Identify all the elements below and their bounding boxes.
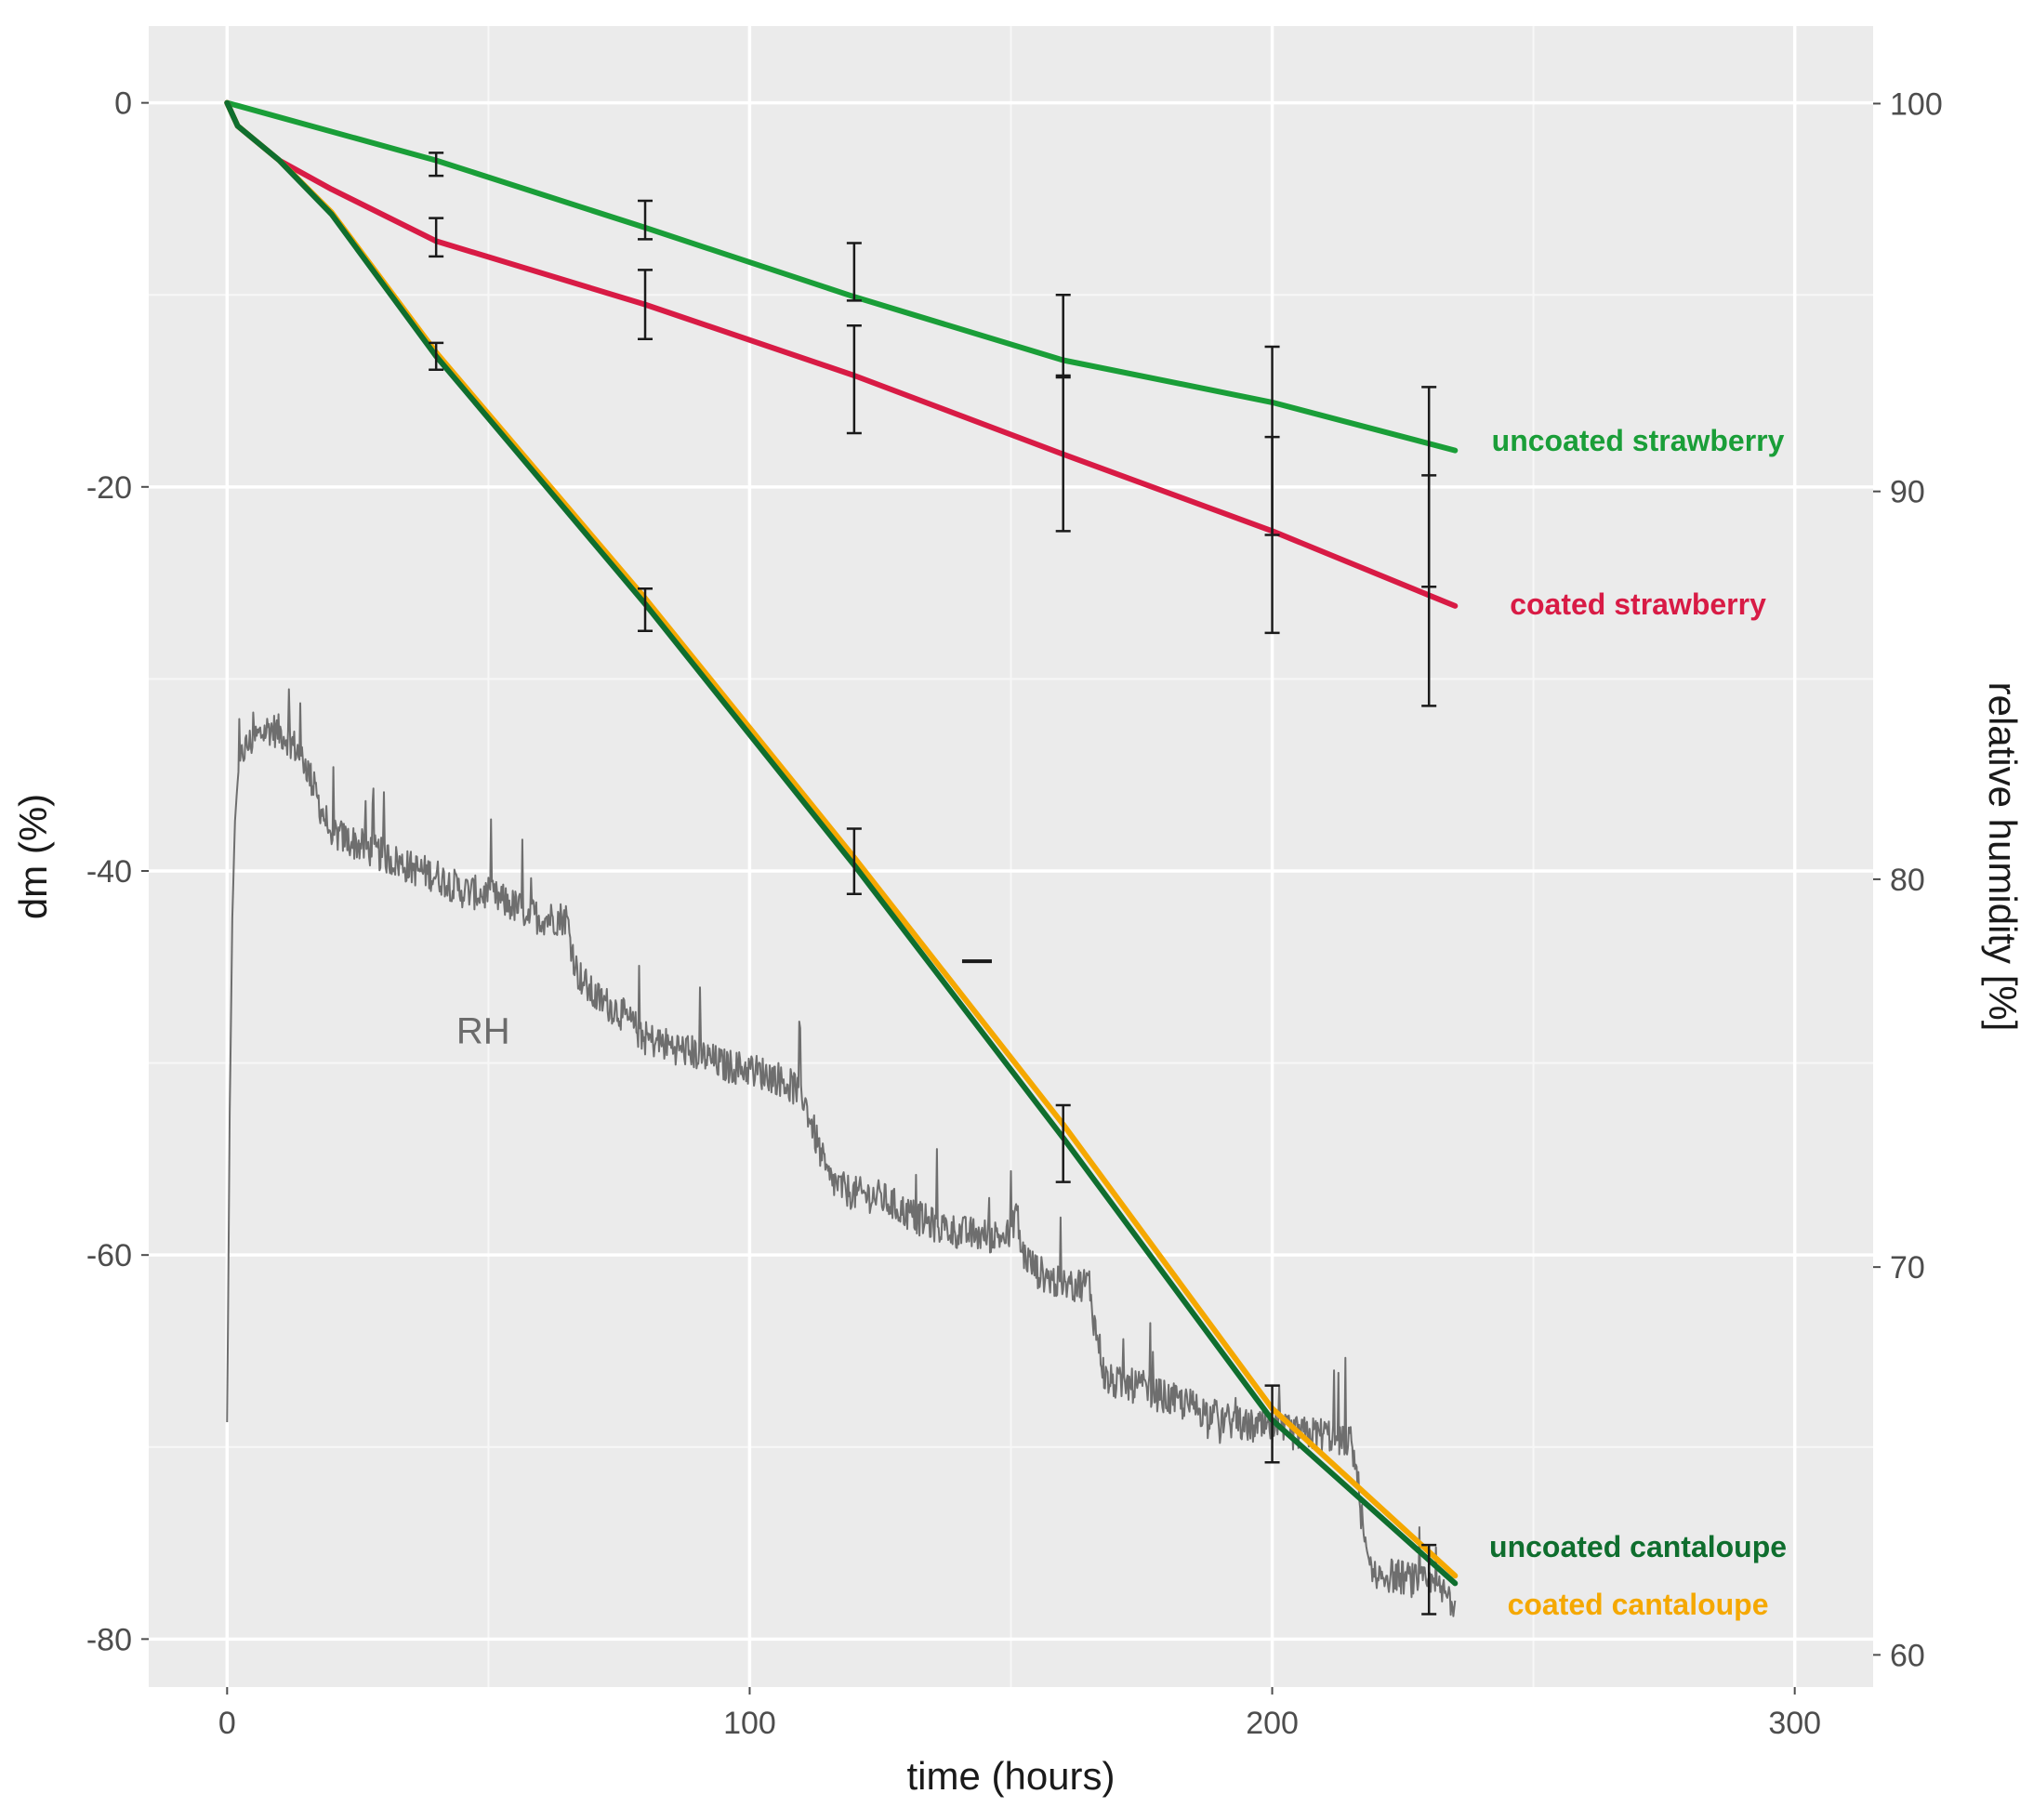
error-bar (1055, 293, 1071, 377)
error-bar (638, 199, 654, 241)
error-bar (638, 269, 654, 340)
y2-tick-label: 60 (1890, 1638, 1925, 1673)
x-tick-label: 200 (1246, 1706, 1299, 1741)
error-bar (638, 587, 654, 633)
error-bar (1264, 1384, 1280, 1464)
y-tick-label: -80 (86, 1622, 132, 1657)
y2-axis-title: relative humidity [%] (1981, 682, 2020, 1032)
y-tick-label: -40 (86, 854, 132, 890)
x-tick-label: 100 (723, 1706, 776, 1741)
rh-series-layer (226, 688, 1457, 1617)
error-bar (1421, 1543, 1437, 1616)
series-label-uncoated-strawberry: uncoated strawberry (1492, 424, 1785, 457)
y2-tick-label: 100 (1890, 86, 1943, 122)
series-label-coated-cantaloupe: coated cantaloupe (1508, 1588, 1769, 1621)
x-tick-label: 300 (1768, 1706, 1821, 1741)
y-tick-label: -60 (86, 1238, 132, 1273)
rh-line (226, 688, 1457, 1617)
y-tick-label: -20 (86, 470, 132, 506)
error-bar (846, 242, 862, 302)
y2-tick-label: 70 (1890, 1250, 1925, 1286)
series-label-uncoated-cantaloupe: uncoated cantaloupe (1489, 1530, 1787, 1563)
error-bar (846, 827, 862, 896)
x-tick-label: 0 (218, 1706, 236, 1741)
y-tick-label: 0 (114, 86, 132, 122)
error-bar (1421, 474, 1437, 707)
error-bar (1055, 376, 1071, 533)
errorbar-layer (429, 152, 1437, 1616)
error-bar (1264, 435, 1280, 635)
series-label-coated-strawberry: coated strawberry (1510, 587, 1766, 621)
x-axis-title: time (hours) (906, 1754, 1115, 1798)
error-bar (429, 217, 444, 258)
rh-label: RH (456, 1010, 510, 1051)
annotation-layer: RH uncoated strawberry coated strawberry un… (456, 424, 1787, 1621)
series-line-uncoated-cantaloupe (224, 99, 1459, 1587)
axes-layer: 0 100 200 300 0 -20 -40 -60 -80 100 90 80 70 60 (86, 86, 1943, 1741)
error-bar (1055, 1103, 1071, 1183)
minor-gridlines (149, 26, 1873, 1687)
y-axis-title: dm (%) (11, 794, 55, 919)
y2-tick-label: 80 (1890, 863, 1925, 898)
error-bar (429, 341, 444, 372)
error-bar (846, 324, 862, 435)
y2-tick-label: 90 (1890, 475, 1925, 510)
error-bar (429, 152, 444, 178)
